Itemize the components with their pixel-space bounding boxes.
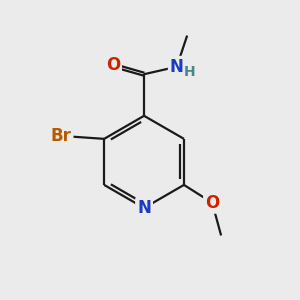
Text: N: N bbox=[170, 58, 184, 76]
Text: H: H bbox=[183, 65, 195, 79]
Text: O: O bbox=[106, 56, 120, 74]
Text: Br: Br bbox=[51, 127, 71, 145]
Text: O: O bbox=[205, 194, 219, 212]
Text: N: N bbox=[137, 199, 151, 217]
